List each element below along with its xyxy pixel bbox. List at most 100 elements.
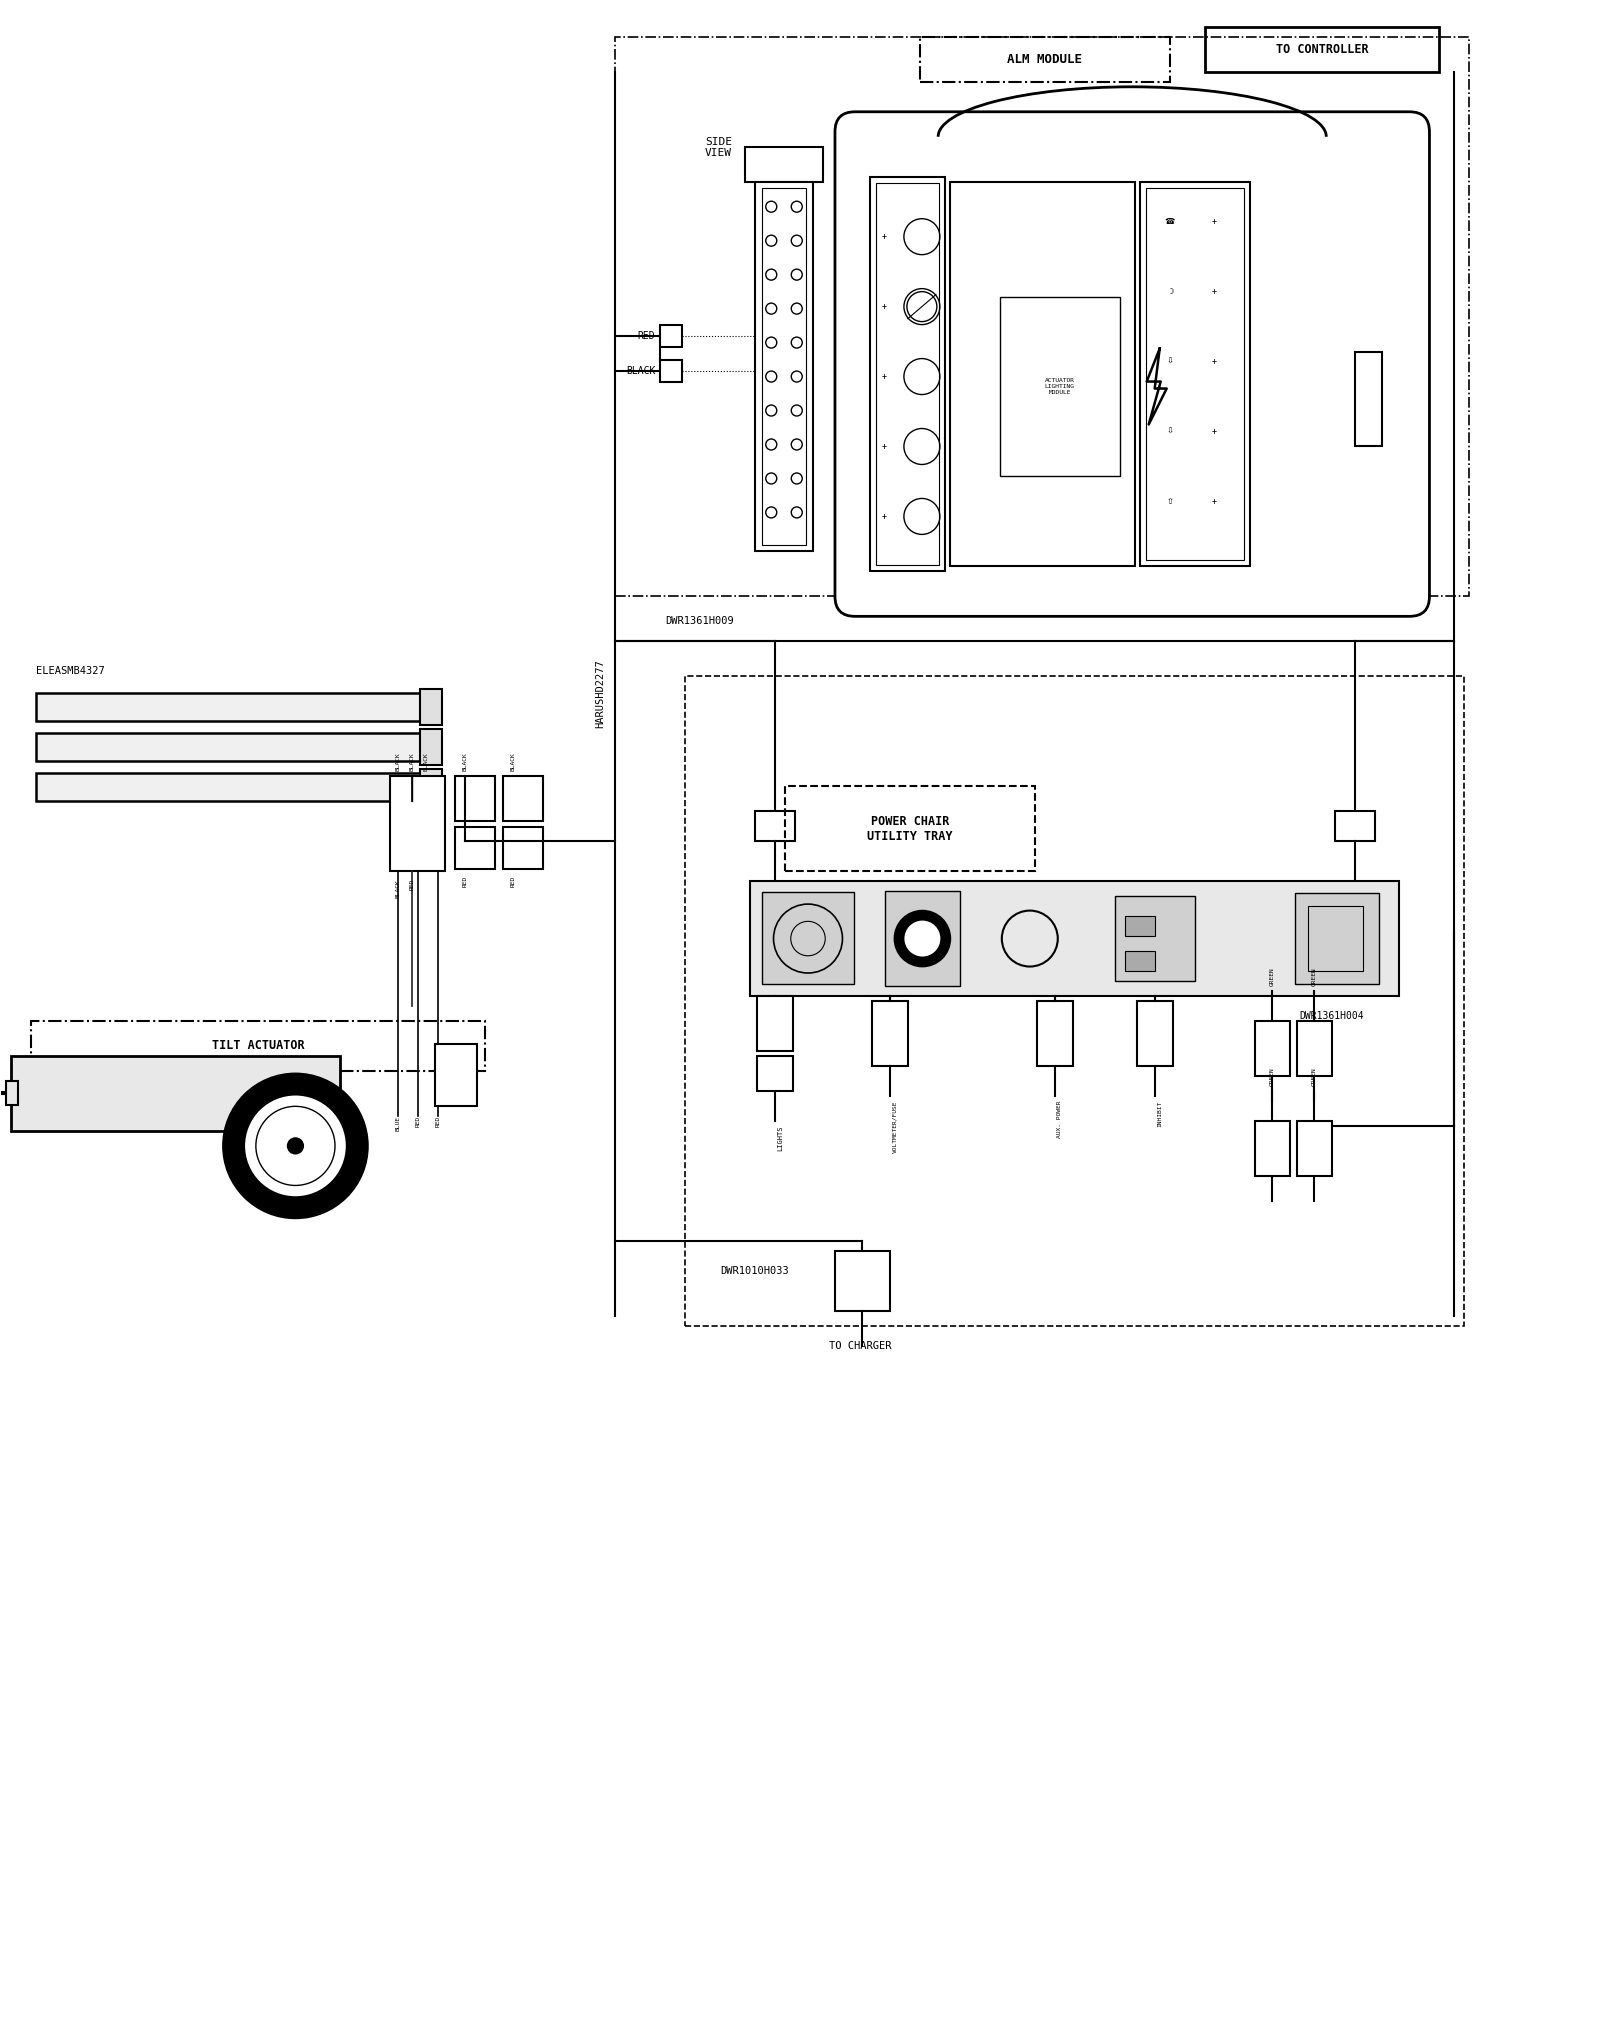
Bar <box>421 729 442 766</box>
Circle shape <box>245 1096 346 1195</box>
Bar <box>1254 1120 1290 1175</box>
Bar <box>872 1001 907 1066</box>
Bar <box>920 36 1170 81</box>
Bar <box>875 182 939 565</box>
Bar <box>456 827 496 869</box>
Text: GREEN: GREEN <box>1269 966 1275 987</box>
Bar <box>504 827 544 869</box>
Text: ALM MODULE: ALM MODULE <box>1008 53 1082 65</box>
Text: +: + <box>1213 496 1218 506</box>
Text: ACTUATOR
LIGHTING
MODULE: ACTUATOR LIGHTING MODULE <box>1045 379 1075 395</box>
Text: BLUE: BLUE <box>395 1116 402 1131</box>
Bar <box>1146 188 1243 561</box>
Text: VOLTMETER/FUSE: VOLTMETER/FUSE <box>893 1100 898 1153</box>
Bar <box>870 176 946 571</box>
Text: TO CHARGER: TO CHARGER <box>829 1341 891 1351</box>
Text: INHIBIT: INHIBIT <box>1157 1100 1162 1126</box>
Bar <box>1254 1021 1290 1076</box>
Bar <box>1125 950 1155 970</box>
Bar <box>6 1082 18 1106</box>
Bar <box>1296 1120 1331 1175</box>
Bar <box>35 733 421 762</box>
Bar <box>786 786 1035 871</box>
Bar <box>1294 893 1379 985</box>
Bar <box>755 810 795 841</box>
Bar <box>1125 916 1155 936</box>
Bar <box>685 677 1464 1325</box>
Bar <box>750 881 1400 997</box>
Bar <box>661 324 682 346</box>
Text: +: + <box>882 513 886 521</box>
Text: +: + <box>1213 427 1218 436</box>
Text: +: + <box>1213 217 1218 227</box>
Bar <box>435 1043 477 1106</box>
Text: TILT ACTUATOR: TILT ACTUATOR <box>211 1039 304 1051</box>
Text: BLACK: BLACK <box>395 752 402 772</box>
Bar <box>456 776 496 821</box>
Bar <box>30 1021 485 1072</box>
Text: ☎: ☎ <box>1165 217 1174 227</box>
Text: GREEN: GREEN <box>1312 966 1317 987</box>
Text: GREEN: GREEN <box>1312 1068 1317 1086</box>
Text: +: + <box>882 373 886 381</box>
Bar <box>35 693 421 721</box>
Text: DWR1010H033: DWR1010H033 <box>720 1266 789 1276</box>
Text: +: + <box>1213 357 1218 367</box>
Bar <box>421 689 442 725</box>
Text: ⇩: ⇩ <box>1166 357 1173 367</box>
Bar <box>390 776 445 871</box>
Bar <box>11 1056 341 1131</box>
Bar <box>1205 26 1440 71</box>
Text: ELEASMB4327: ELEASMB4327 <box>35 667 104 677</box>
Bar <box>1296 1021 1331 1076</box>
Bar <box>762 188 806 545</box>
Text: GREEN: GREEN <box>1269 1068 1275 1086</box>
Bar <box>504 776 544 821</box>
Text: ☽: ☽ <box>1166 288 1173 296</box>
Text: RED: RED <box>410 879 414 889</box>
Text: RED: RED <box>637 330 654 340</box>
Text: +: + <box>882 233 886 241</box>
Bar <box>885 891 960 987</box>
Text: +: + <box>1213 288 1218 296</box>
Bar <box>1000 296 1120 476</box>
Bar <box>835 1250 890 1311</box>
Text: BLACK: BLACK <box>410 752 414 772</box>
Text: RED: RED <box>510 875 515 887</box>
Bar <box>950 182 1134 567</box>
Bar <box>755 182 813 551</box>
Bar <box>421 770 442 804</box>
FancyBboxPatch shape <box>835 111 1429 616</box>
Text: TO CONTROLLER: TO CONTROLLER <box>1275 43 1368 57</box>
Circle shape <box>286 1137 304 1155</box>
Text: DWR1361H004: DWR1361H004 <box>1299 1011 1365 1021</box>
Text: HARUSHD2277: HARUSHD2277 <box>595 658 605 727</box>
Circle shape <box>224 1074 368 1218</box>
Bar <box>1037 1001 1072 1066</box>
Bar <box>1334 810 1374 841</box>
Circle shape <box>894 910 950 966</box>
Text: BLACK: BLACK <box>462 752 467 772</box>
Bar <box>1136 1001 1173 1066</box>
Bar <box>746 146 822 182</box>
Bar <box>1355 353 1382 446</box>
Text: RED: RED <box>462 875 467 887</box>
Text: SIDE
VIEW: SIDE VIEW <box>706 138 733 158</box>
Text: RED: RED <box>416 1116 421 1126</box>
Bar <box>661 359 682 381</box>
Bar <box>614 36 1469 596</box>
Text: POWER CHAIR
UTILITY TRAY: POWER CHAIR UTILITY TRAY <box>867 814 952 843</box>
Text: AUX. POWER: AUX. POWER <box>1058 1100 1062 1139</box>
Text: RED: RED <box>435 1116 442 1126</box>
Text: ⇩: ⇩ <box>1166 427 1173 436</box>
Bar <box>757 1056 794 1090</box>
Text: BLACK: BLACK <box>626 365 654 375</box>
Text: DWR1361H009: DWR1361H009 <box>666 616 734 626</box>
Text: BLACK: BLACK <box>395 879 402 898</box>
Circle shape <box>904 920 941 956</box>
Bar <box>1307 906 1363 970</box>
Bar <box>1115 895 1195 981</box>
Bar <box>1139 182 1250 567</box>
Text: LIGHTS: LIGHTS <box>778 1126 782 1151</box>
Bar <box>757 997 794 1051</box>
